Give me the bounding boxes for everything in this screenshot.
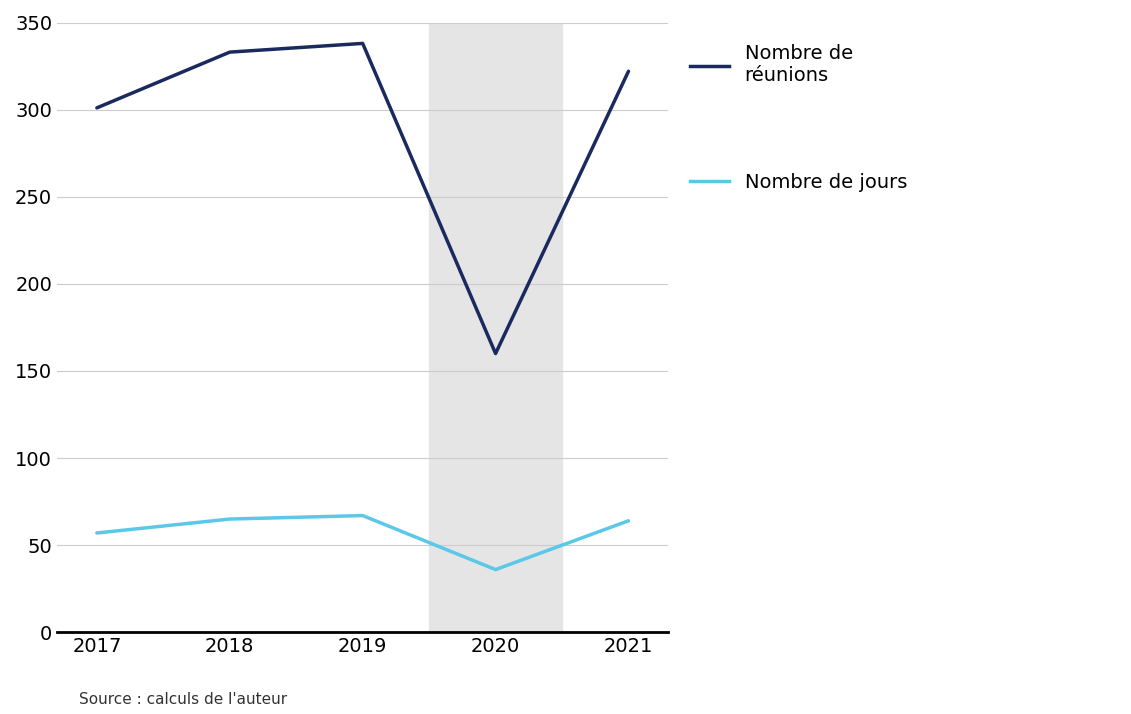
Text: Source : calculs de l'auteur: Source : calculs de l'auteur: [79, 692, 287, 707]
Bar: [429, 23, 562, 633]
Legend: Nombre de
réunions, Nombre de jours: Nombre de réunions, Nombre de jours: [690, 44, 907, 192]
